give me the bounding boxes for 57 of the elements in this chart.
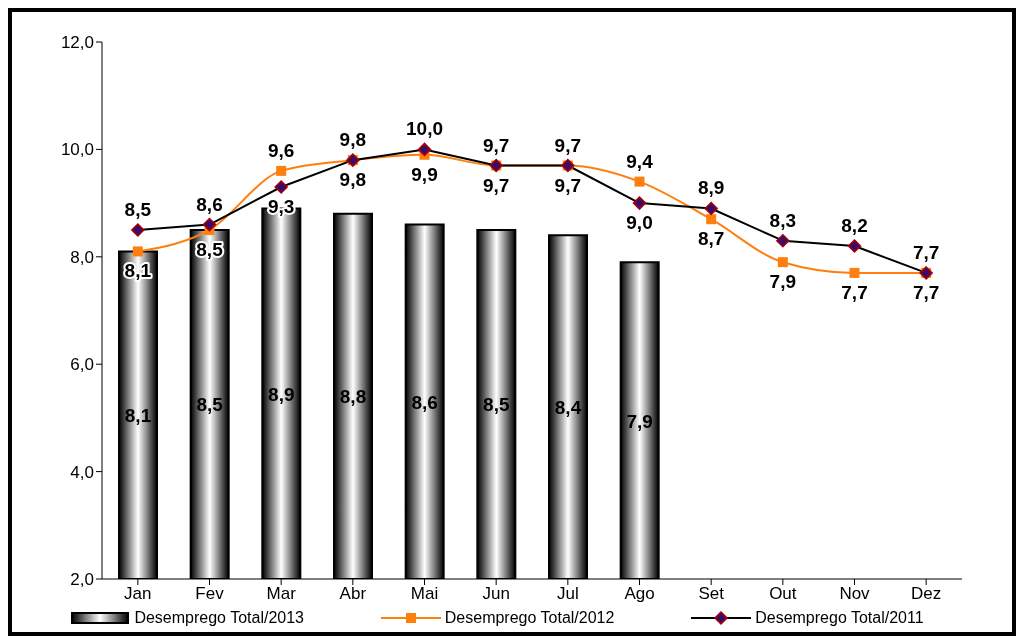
y-tick-label: 6,0 [70, 355, 94, 375]
point [634, 176, 645, 187]
y-tick-label: 10,0 [60, 140, 94, 160]
x-tick-label: Jan [124, 584, 152, 604]
data-label: 7,7 [912, 281, 940, 303]
data-label: 9,7 [482, 174, 510, 196]
data-label: 8,6 [196, 193, 223, 215]
x-tick-label: Ago [624, 584, 655, 604]
x-tick-label: Jun [482, 584, 510, 604]
data-label: 8,9 [268, 383, 295, 405]
data-label: 9,8 [339, 129, 367, 151]
data-label: 8,5 [483, 394, 510, 416]
x-tick-label: Mar [266, 584, 297, 604]
data-label: 9,7 [554, 174, 582, 196]
y-tick-label: 12,0 [60, 33, 94, 53]
point [276, 165, 287, 176]
data-label: 10,0 [406, 118, 443, 140]
point [849, 267, 860, 278]
x-tick-label: Nov [839, 584, 871, 604]
data-label: 9,7 [482, 134, 510, 156]
data-label: 8,1 [124, 405, 152, 427]
point [706, 214, 717, 225]
data-label: 8,9 [697, 177, 725, 199]
data-label: 8,5 [124, 198, 152, 220]
data-label: 8,6 [411, 391, 438, 413]
x-tick-label: Fev [195, 584, 225, 604]
data-label: 9,0 [626, 212, 653, 234]
data-label: 8,5 [196, 394, 224, 416]
data-label: 9,9 [411, 163, 438, 185]
data-label: 9,7 [554, 134, 582, 156]
data-label: 9,8 [339, 169, 367, 191]
x-tick-label: Out [769, 584, 797, 604]
x-tick-label: Jul [556, 584, 579, 604]
data-label: 7,9 [769, 271, 797, 293]
x-tick-label: Mai [410, 584, 439, 604]
legend-label: Desemprego Total/2013 [134, 609, 304, 627]
data-label: 7,7 [912, 241, 940, 263]
y-tick-label: 4,0 [70, 462, 94, 482]
legend-label: Desemprego Total/2011 [755, 609, 924, 627]
point [777, 257, 788, 268]
point [132, 246, 143, 257]
data-label: 9,6 [267, 139, 295, 161]
data-label: 8,1 [124, 260, 152, 282]
data-label: 7,7 [841, 281, 868, 303]
data-label: 8,7 [697, 228, 725, 250]
x-tick-label: Dez [911, 584, 942, 604]
data-label: 8,2 [841, 215, 868, 237]
x-tick-label: Abr [339, 584, 367, 604]
x-tick-label: Set [698, 584, 725, 604]
legend-label: Desemprego Total/2012 [444, 609, 615, 627]
y-tick-label: 8,0 [70, 247, 94, 267]
data-label: 8,8 [339, 386, 367, 408]
data-label: 9,4 [626, 150, 654, 172]
data-label: 7,9 [626, 410, 653, 432]
data-label: 8,5 [196, 238, 224, 260]
y-tick-label: 2,0 [70, 570, 94, 590]
data-label: 8,3 [769, 209, 797, 231]
